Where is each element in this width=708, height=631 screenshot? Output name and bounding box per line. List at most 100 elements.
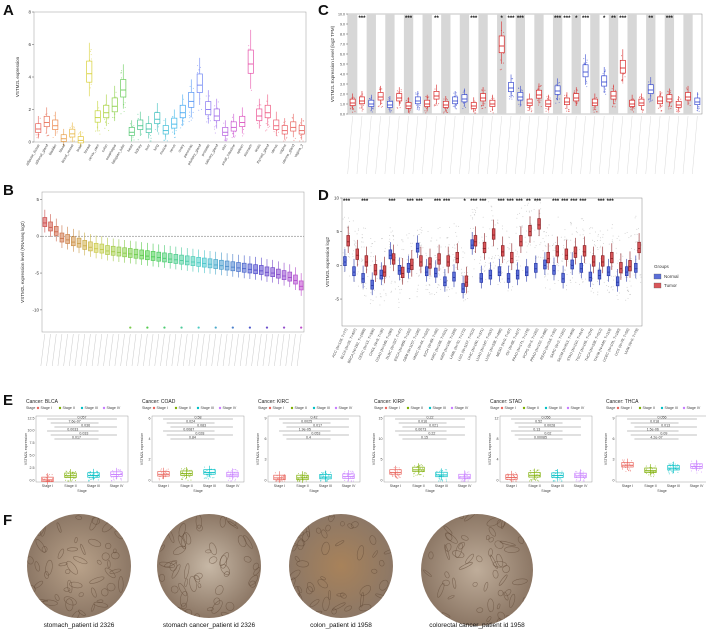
c-ytick-label: 6.0 bbox=[340, 52, 345, 56]
ihc-gland bbox=[488, 537, 494, 543]
ihc-gland bbox=[194, 572, 203, 580]
b-box-31-box bbox=[219, 259, 224, 270]
e-box-4-1-point bbox=[529, 470, 531, 472]
a-box-kidney-point bbox=[137, 118, 139, 120]
e-box-5-1-point bbox=[654, 465, 656, 467]
e-box-0-0-point bbox=[45, 477, 47, 479]
ihc-gland bbox=[444, 532, 458, 544]
d-legend-swatch bbox=[653, 273, 662, 280]
d-box-normal-16-box bbox=[488, 269, 493, 280]
a-box-skin-point bbox=[225, 138, 228, 140]
d-point bbox=[534, 247, 536, 249]
d-box-normal-31-box bbox=[625, 266, 629, 277]
e-box-4-0-point bbox=[511, 480, 513, 482]
a-xtick-label: liver bbox=[144, 143, 151, 151]
b-box-36-box bbox=[247, 263, 253, 274]
a-box-thyroid_gland bbox=[264, 94, 271, 132]
e-ytick-label: 3 bbox=[613, 458, 615, 462]
d-point bbox=[599, 247, 601, 249]
d-point bbox=[483, 266, 485, 268]
a-box-bladder-point bbox=[56, 130, 58, 132]
d-box-tumor-15 bbox=[482, 233, 487, 260]
ihc-gland bbox=[344, 605, 353, 612]
b-xtick-label bbox=[165, 333, 171, 367]
e-box-0-1-point bbox=[71, 479, 73, 481]
ihc-gland bbox=[184, 578, 188, 587]
e-pvalue: 0.057 bbox=[78, 416, 87, 420]
a-box-cervix_uteri-point bbox=[95, 130, 97, 132]
d-point bbox=[491, 206, 493, 208]
e-box-0-3-point bbox=[111, 476, 113, 478]
d-point bbox=[402, 239, 404, 241]
e-box-3-3-point bbox=[468, 471, 470, 473]
a-box-salivary_gland-point bbox=[214, 132, 216, 134]
d-point bbox=[370, 299, 372, 301]
ihc-gland bbox=[297, 586, 303, 593]
c-box-32-point bbox=[649, 101, 651, 103]
e-box-5-1-point bbox=[648, 474, 650, 476]
b-xtick-label bbox=[103, 333, 108, 367]
d-point bbox=[425, 252, 427, 254]
e-box-0-1 bbox=[64, 469, 77, 482]
e-box-2-3 bbox=[342, 470, 355, 482]
e-box-0-2-point bbox=[97, 479, 99, 481]
d-point bbox=[617, 260, 619, 262]
d-point bbox=[428, 292, 430, 294]
a-box-vagina-point bbox=[286, 136, 288, 138]
b-box-25-box bbox=[184, 255, 190, 266]
d-point bbox=[539, 244, 541, 246]
d-point bbox=[579, 249, 581, 251]
a-box-muscle-box bbox=[162, 125, 169, 135]
ihc-gland bbox=[177, 535, 187, 550]
ihc-gland bbox=[91, 603, 96, 612]
c-xtick-label bbox=[505, 115, 512, 175]
d-point bbox=[527, 204, 529, 206]
a-box-spleen-point bbox=[242, 135, 244, 137]
e-box-2-1-point bbox=[297, 472, 300, 475]
e-box-3-1-point bbox=[419, 464, 421, 467]
b-xtick-label bbox=[143, 333, 148, 367]
e-box-3-1-point bbox=[416, 474, 419, 476]
e-ytick-label: 10 bbox=[379, 437, 383, 441]
ihc-gland bbox=[118, 576, 124, 593]
d-point bbox=[358, 285, 360, 287]
ihc-gland bbox=[428, 551, 434, 560]
c-box-18-point bbox=[518, 103, 520, 105]
a-box-prostate-point bbox=[208, 95, 210, 97]
c-box-22-point bbox=[558, 101, 560, 103]
e-box-0-3-point bbox=[120, 479, 123, 481]
c-ytick-label: 3.0 bbox=[340, 82, 345, 86]
c-box-8-point bbox=[424, 110, 426, 112]
e-box-3-1-box bbox=[412, 466, 425, 473]
ihc-gland bbox=[492, 561, 507, 568]
a-box-prostate-point bbox=[209, 120, 211, 122]
ihc-gland bbox=[347, 523, 354, 529]
ihc-gland bbox=[170, 585, 179, 594]
b-box-29-box bbox=[207, 258, 213, 269]
b-box-40 bbox=[270, 259, 275, 283]
a-box-vagina-box bbox=[281, 125, 288, 135]
c-box-25-point bbox=[586, 62, 588, 64]
b-box-18 bbox=[145, 242, 150, 266]
d-point bbox=[379, 266, 381, 268]
e-box-2-0-point bbox=[274, 472, 276, 474]
ihc-gland bbox=[220, 563, 230, 576]
d-point bbox=[508, 237, 510, 239]
b-box-4-box bbox=[65, 234, 70, 244]
ihc-gland bbox=[509, 593, 516, 608]
c-significance: *** bbox=[470, 16, 478, 22]
c-box-28-point bbox=[614, 106, 616, 108]
d-ytick-label: 5 bbox=[336, 229, 339, 234]
d-point bbox=[504, 259, 506, 261]
e-box-0-0-point bbox=[43, 480, 45, 482]
b-xtick-label bbox=[46, 333, 51, 367]
d-point bbox=[347, 217, 349, 219]
d-significance: *** bbox=[561, 199, 569, 205]
d-point bbox=[544, 241, 546, 243]
a-box-lung-point bbox=[157, 126, 159, 128]
b-box-15 bbox=[127, 240, 133, 264]
d-point bbox=[437, 283, 439, 285]
e-subplot-title: Cancer: BLCA bbox=[26, 399, 59, 405]
d-point bbox=[534, 229, 536, 231]
